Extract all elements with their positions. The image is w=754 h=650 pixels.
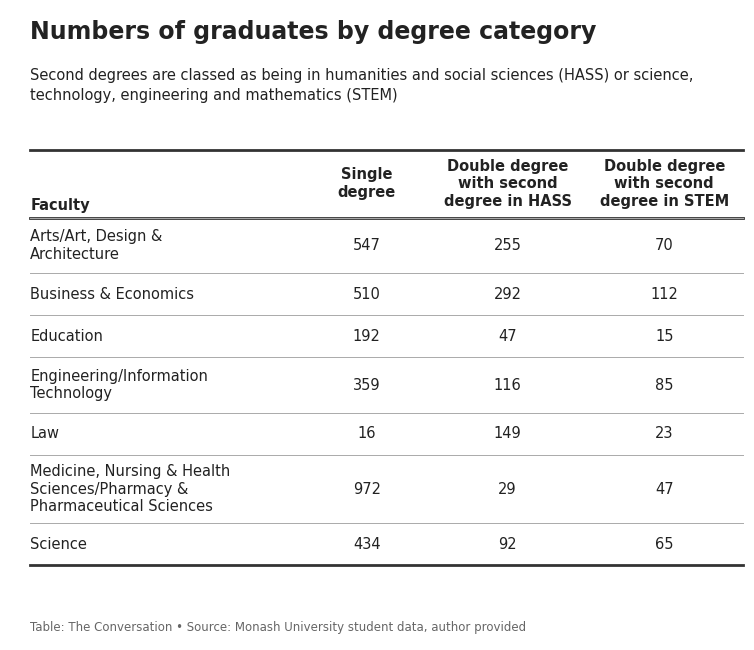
Text: Second degrees are classed as being in humanities and social sciences (HASS) or : Second degrees are classed as being in h…: [30, 68, 694, 103]
Text: 116: 116: [494, 378, 522, 393]
Text: 292: 292: [494, 287, 522, 302]
Text: Business & Economics: Business & Economics: [30, 287, 195, 302]
Text: Table: The Conversation • Source: Monash University student data, author provide: Table: The Conversation • Source: Monash…: [30, 621, 526, 634]
Text: Medicine, Nursing & Health
Sciences/Pharmacy &
Pharmaceutical Sciences: Medicine, Nursing & Health Sciences/Phar…: [30, 464, 231, 514]
Text: Numbers of graduates by degree category: Numbers of graduates by degree category: [30, 20, 596, 44]
Text: 29: 29: [498, 482, 517, 497]
Text: 92: 92: [498, 537, 517, 552]
Text: Law: Law: [30, 426, 59, 441]
Text: 16: 16: [357, 426, 376, 441]
Text: 112: 112: [651, 287, 679, 302]
Text: 149: 149: [494, 426, 522, 441]
Text: 85: 85: [655, 378, 673, 393]
Text: 23: 23: [655, 426, 673, 441]
Text: Arts/Art, Design &
Architecture: Arts/Art, Design & Architecture: [30, 229, 163, 261]
Text: Single
degree: Single degree: [338, 168, 396, 200]
Text: 47: 47: [498, 329, 517, 344]
Text: Double degree
with second
degree in HASS: Double degree with second degree in HASS: [443, 159, 572, 209]
Text: Double degree
with second
degree in STEM: Double degree with second degree in STEM: [599, 159, 729, 209]
Text: 192: 192: [353, 329, 381, 344]
Text: 434: 434: [353, 537, 381, 552]
Text: 70: 70: [655, 238, 673, 253]
Text: 547: 547: [353, 238, 381, 253]
Text: 972: 972: [353, 482, 381, 497]
Text: 359: 359: [353, 378, 381, 393]
Text: Faculty: Faculty: [30, 198, 90, 213]
Text: 255: 255: [494, 238, 522, 253]
Text: Science: Science: [30, 537, 87, 552]
Text: 47: 47: [655, 482, 673, 497]
Text: Engineering/Information
Technology: Engineering/Information Technology: [30, 369, 208, 401]
Text: 15: 15: [655, 329, 673, 344]
Text: Education: Education: [30, 329, 103, 344]
Text: 65: 65: [655, 537, 673, 552]
Text: 510: 510: [353, 287, 381, 302]
